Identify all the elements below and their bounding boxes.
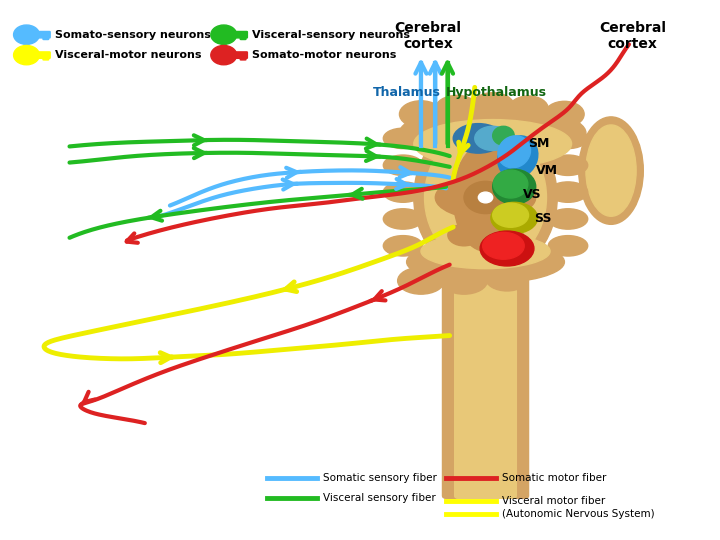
Ellipse shape: [548, 209, 588, 229]
Ellipse shape: [400, 106, 586, 160]
Text: Cerebral
cortex: Cerebral cortex: [599, 21, 666, 51]
Ellipse shape: [441, 267, 487, 294]
Text: Somato-motor neurons: Somato-motor neurons: [253, 50, 397, 60]
Ellipse shape: [548, 128, 588, 148]
FancyBboxPatch shape: [230, 31, 248, 38]
Text: Visceral motor fiber: Visceral motor fiber: [502, 496, 606, 506]
Text: SM: SM: [528, 137, 550, 150]
Circle shape: [14, 45, 40, 65]
Ellipse shape: [548, 155, 588, 176]
Ellipse shape: [509, 96, 548, 122]
Text: Somatic sensory fiber: Somatic sensory fiber: [323, 474, 436, 483]
Ellipse shape: [464, 181, 507, 214]
Ellipse shape: [400, 101, 443, 127]
Ellipse shape: [414, 117, 557, 278]
Ellipse shape: [448, 224, 480, 246]
Ellipse shape: [498, 136, 531, 168]
Ellipse shape: [425, 127, 546, 267]
Ellipse shape: [493, 170, 528, 198]
Circle shape: [211, 25, 237, 44]
Ellipse shape: [383, 209, 423, 229]
Ellipse shape: [471, 93, 514, 119]
Ellipse shape: [397, 267, 444, 294]
Ellipse shape: [407, 240, 564, 284]
Ellipse shape: [485, 265, 528, 291]
Ellipse shape: [545, 102, 584, 127]
Text: Cerebral
cortex: Cerebral cortex: [395, 21, 462, 51]
Ellipse shape: [421, 234, 550, 269]
Ellipse shape: [491, 202, 538, 233]
Ellipse shape: [453, 144, 518, 251]
FancyBboxPatch shape: [230, 52, 248, 58]
FancyBboxPatch shape: [33, 52, 50, 58]
Ellipse shape: [492, 126, 514, 145]
FancyBboxPatch shape: [454, 190, 516, 498]
Ellipse shape: [436, 176, 536, 219]
Text: Visceral sensory fiber: Visceral sensory fiber: [323, 494, 436, 503]
Circle shape: [211, 45, 237, 65]
Ellipse shape: [471, 141, 500, 163]
Ellipse shape: [453, 124, 503, 153]
Circle shape: [478, 192, 492, 203]
Ellipse shape: [548, 235, 588, 256]
Text: Hypothalamus: Hypothalamus: [446, 86, 546, 99]
Ellipse shape: [383, 182, 423, 202]
Ellipse shape: [492, 203, 528, 227]
Ellipse shape: [383, 128, 423, 148]
FancyBboxPatch shape: [33, 31, 50, 38]
Text: Somato-sensory neurons: Somato-sensory neurons: [55, 30, 211, 40]
Ellipse shape: [414, 119, 572, 168]
Ellipse shape: [548, 182, 588, 202]
FancyBboxPatch shape: [43, 34, 49, 39]
FancyBboxPatch shape: [43, 55, 49, 60]
FancyBboxPatch shape: [240, 55, 246, 60]
Text: Visceral-sensory neurons: Visceral-sensory neurons: [253, 30, 410, 40]
Text: SS: SS: [534, 212, 552, 226]
Text: VS: VS: [523, 188, 541, 201]
Ellipse shape: [474, 126, 510, 151]
Ellipse shape: [586, 125, 636, 217]
Ellipse shape: [482, 232, 524, 259]
FancyBboxPatch shape: [240, 34, 246, 39]
Ellipse shape: [383, 155, 423, 176]
Text: Thalamus: Thalamus: [373, 86, 441, 99]
Ellipse shape: [491, 224, 523, 246]
Text: (Autonomic Nervous System): (Autonomic Nervous System): [502, 509, 654, 519]
Circle shape: [14, 25, 40, 44]
Ellipse shape: [579, 117, 643, 224]
Ellipse shape: [480, 231, 534, 266]
Text: Somatic motor fiber: Somatic motor fiber: [502, 474, 606, 483]
Ellipse shape: [492, 169, 536, 204]
Ellipse shape: [383, 235, 423, 256]
FancyBboxPatch shape: [443, 190, 528, 498]
Ellipse shape: [436, 96, 478, 122]
Ellipse shape: [498, 136, 538, 179]
Text: VM: VM: [536, 164, 557, 177]
Text: Visceral-motor neurons: Visceral-motor neurons: [55, 50, 202, 60]
